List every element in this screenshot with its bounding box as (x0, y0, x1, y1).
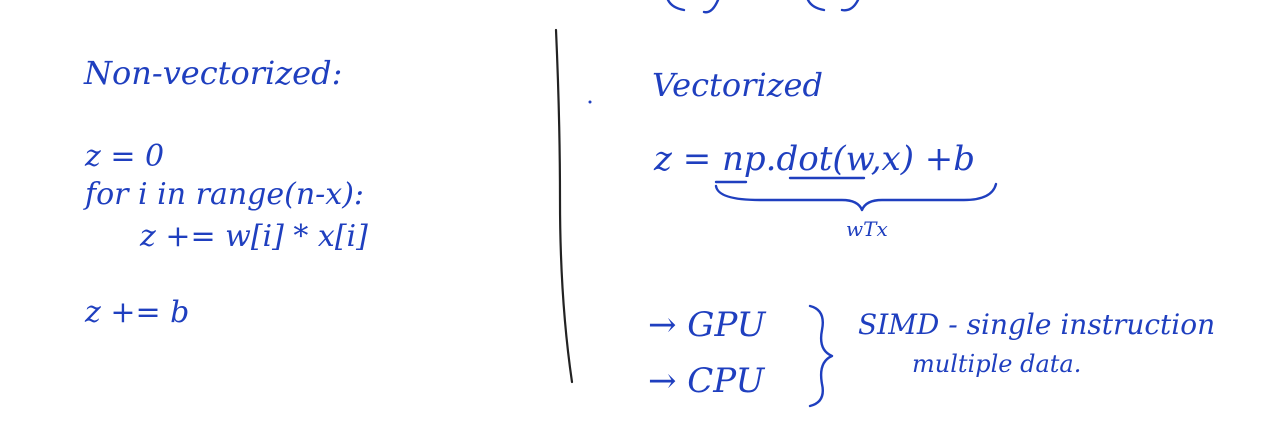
code-line-for: for i in range(n-x): (83, 177, 364, 212)
divider-line (554, 28, 574, 384)
left-heading: Non-vectorized: (83, 54, 342, 92)
brace-label: wTx (846, 217, 888, 241)
simd-definition-cont: multiple data. (912, 350, 1081, 378)
code-line-add-bias: z += b (84, 295, 189, 330)
cut-off-strokes-top (666, 0, 860, 14)
ink-dot (588, 100, 592, 104)
gpu-label: → GPU (648, 305, 767, 345)
under-brace (714, 182, 998, 212)
simd-definition: SIMD - single instruction (858, 308, 1215, 341)
cpu-label: → CPU (648, 361, 766, 401)
vectorized-equation: z = np.dot(w,x) +b (653, 139, 975, 179)
grouping-brace (808, 304, 834, 408)
code-line-accumulate: z += w[i] * x[i] (139, 219, 368, 254)
right-heading: Vectorized (652, 66, 823, 104)
code-line-init: z = 0 (84, 139, 164, 174)
